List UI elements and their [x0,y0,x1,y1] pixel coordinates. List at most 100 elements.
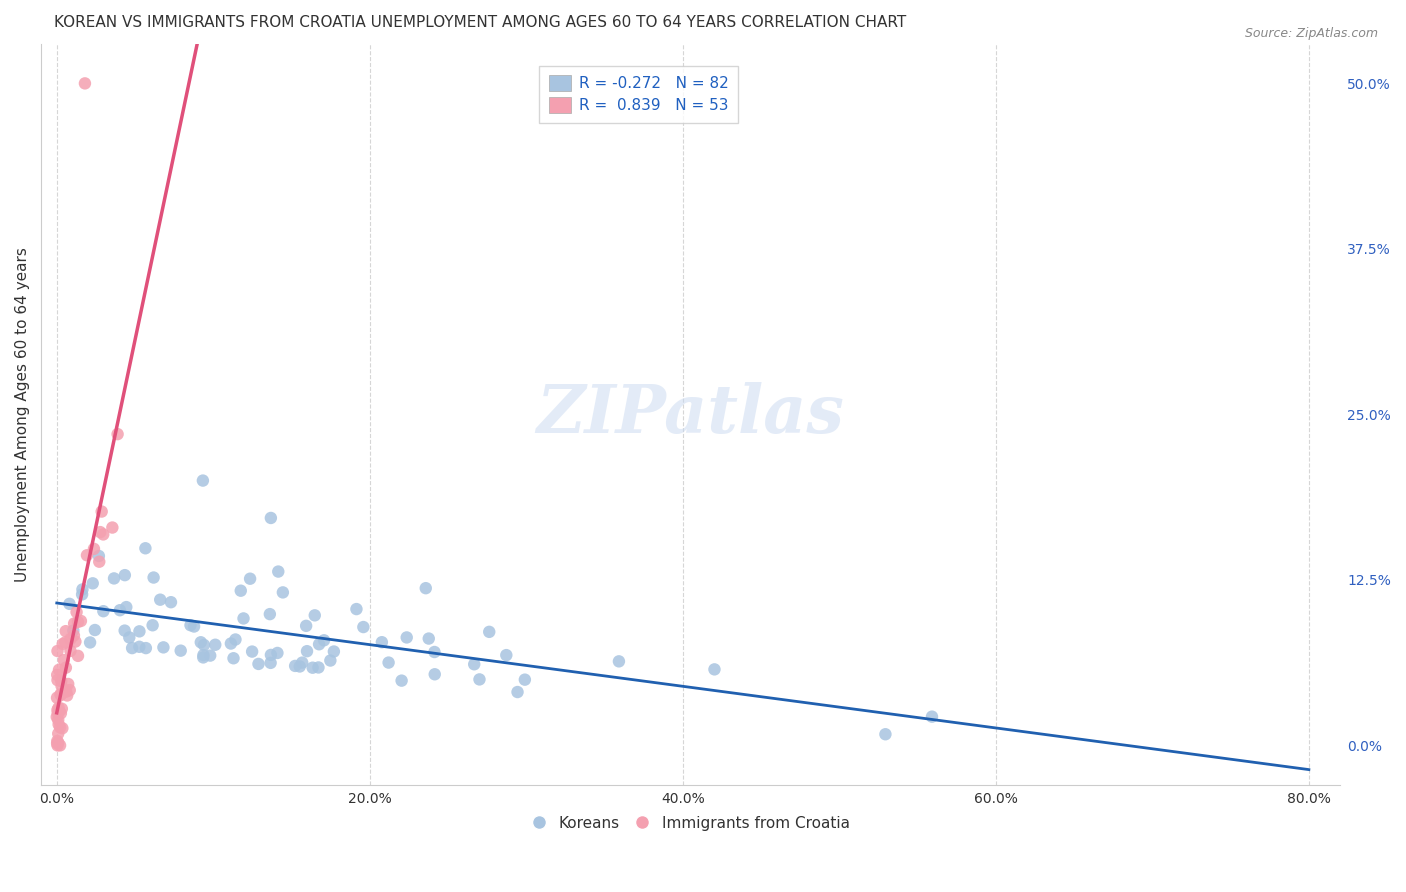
Point [48,663,70,677]
Point [190,635,212,649]
Point [703,662,725,676]
Point [352,620,374,634]
Point [288,659,311,673]
Point [46,713,69,727]
Point [49,674,72,689]
Text: Source: ZipAtlas.com: Source: ZipAtlas.com [1244,27,1378,40]
Point [266,646,288,660]
Point [115,600,138,615]
Point [103,571,125,585]
Point [58,597,80,611]
Point [415,581,437,595]
Point [91,527,114,541]
Point [48,700,70,714]
Point [89,555,111,569]
Point [52,653,75,667]
Point [301,661,323,675]
Point [193,648,215,662]
Point [46,706,69,721]
Point [259,656,281,670]
Point [46,739,69,753]
Point [101,520,124,534]
Point [128,640,150,654]
Y-axis label: Unemployment Among Ages 60 to 64 years: Unemployment Among Ages 60 to 64 years [15,247,30,582]
Point [229,583,252,598]
Point [46,668,69,682]
Point [418,632,440,646]
Point [607,654,630,668]
Point [291,656,314,670]
Point [46,673,69,687]
Point [45,710,67,724]
Point [84,623,107,637]
Point [46,644,69,658]
Point [193,650,215,665]
Point [260,648,283,662]
Point [239,572,262,586]
Point [308,637,330,651]
Point [89,525,111,540]
Point [395,631,418,645]
Point [55,661,77,675]
Point [183,619,205,633]
Point [284,659,307,673]
Point [222,651,245,665]
Point [59,632,82,646]
Point [921,709,943,723]
Point [49,720,72,734]
Point [55,624,77,639]
Point [70,587,93,601]
Point [259,607,281,621]
Point [506,685,529,699]
Point [232,611,254,625]
Point [468,673,491,687]
Point [82,576,104,591]
Point [58,677,80,691]
Point [295,644,318,658]
Point [52,637,75,651]
Point [48,717,70,731]
Point [66,615,89,629]
Point [128,624,150,639]
Point [90,504,112,518]
Point [72,582,94,597]
Point [51,702,73,716]
Point [63,616,86,631]
Point [322,644,344,658]
Point [118,631,141,645]
Point [49,688,72,702]
Text: ZIPatlas: ZIPatlas [537,382,845,447]
Point [56,689,79,703]
Point [319,654,342,668]
Point [142,618,165,632]
Legend: Koreans, Immigrants from Croatia: Koreans, Immigrants from Croatia [524,809,856,837]
Point [59,683,82,698]
Point [391,673,413,688]
Point [55,684,77,698]
Point [114,568,136,582]
Point [46,703,69,717]
Point [267,565,290,579]
Point [346,602,368,616]
Point [83,541,105,556]
Point [87,549,110,563]
Point [134,541,156,556]
Point [51,679,73,693]
Point [62,624,84,638]
Point [160,595,183,609]
Point [46,734,69,748]
Point [191,474,214,488]
Point [149,592,172,607]
Point [121,641,143,656]
Point [260,511,283,525]
Point [59,644,82,658]
Point [79,635,101,649]
Point [304,608,326,623]
Point [49,739,72,753]
Point [114,624,136,638]
Point [423,645,446,659]
Point [73,76,96,90]
Point [49,687,72,701]
Point [371,635,394,649]
Point [200,648,222,663]
